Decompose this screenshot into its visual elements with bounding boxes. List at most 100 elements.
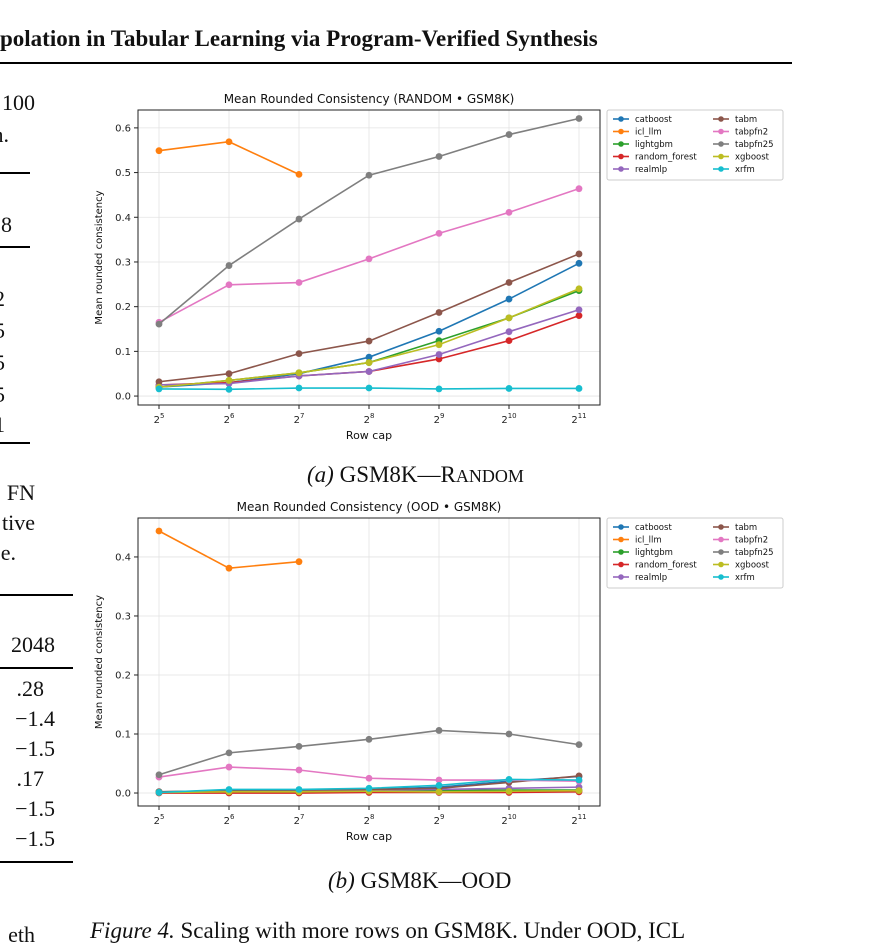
x-tick-label: 28 [364, 412, 375, 426]
legend-swatch-marker [618, 549, 624, 555]
y-tick-label: 0.4 [115, 552, 131, 563]
data-point-tabpfn25 [225, 749, 233, 757]
data-point-xrfm [225, 786, 233, 793]
legend-box [606, 517, 784, 589]
data-point-tabpfn25 [435, 727, 443, 734]
y-tick-label: 0.2 [115, 670, 131, 681]
data-point-catboost [365, 353, 373, 361]
left-fragment: .17 [16, 766, 45, 791]
legend-swatch-marker [718, 574, 724, 580]
legend-label-xrfm: xrfm [735, 165, 755, 175]
left-table-rule [0, 246, 30, 248]
y-tick-label: 0.3 [115, 257, 131, 268]
data-point-xrfm [435, 385, 443, 393]
caption-b-prefix: (b) [328, 868, 355, 893]
data-point-xgboost [435, 788, 443, 796]
data-point-tabpfn2 [295, 766, 303, 774]
data-point-tabpfn2 [365, 255, 373, 263]
data-point-tabpfn2 [225, 763, 233, 771]
data-point-xrfm [155, 385, 163, 393]
data-point-tabpfn25 [365, 171, 373, 179]
x-tick-label: 210 [501, 412, 516, 426]
data-point-tabpfn2 [505, 208, 513, 216]
x-tick-label: 29 [434, 813, 445, 827]
left-table-rule [0, 172, 30, 174]
y-axis-label: Mean rounded consistency [94, 190, 105, 324]
figure-caption: Figure 4. Scaling with more rows on GSM8… [90, 918, 685, 944]
left-fragment: 2048 [11, 632, 55, 657]
legend-label-icl_llm: icl_llm [635, 536, 662, 546]
caption-b: (b) GSM8K—OOD [328, 868, 511, 894]
y-tick-label: 0.1 [115, 347, 131, 358]
legend-swatch-marker [718, 128, 724, 135]
left-fragment: 5 [0, 318, 5, 344]
data-point-xgboost [435, 341, 443, 349]
data-point-xrfm [365, 384, 373, 392]
data-point-xgboost [505, 314, 513, 322]
left-fragment: .28 [16, 676, 45, 701]
legend-label-xgboost: xgboost [735, 153, 770, 163]
data-point-tabpfn25 [505, 131, 513, 138]
left-fragment: e. [0, 540, 16, 565]
data-point-icl_llm [225, 564, 233, 572]
y-tick-label: 0.1 [115, 730, 131, 741]
data-point-xrfm [295, 384, 303, 392]
data-point-xrfm [295, 786, 303, 793]
x-tick-label: 29 [434, 412, 445, 426]
data-point-icl_llm [295, 558, 303, 566]
data-point-tabpfn25 [295, 215, 303, 223]
y-tick-label: 0.0 [115, 392, 131, 403]
left-fragment: eth [8, 922, 35, 947]
data-point-tabm [365, 337, 373, 345]
left-table-rule [0, 594, 73, 596]
data-point-tabpfn2 [435, 229, 443, 237]
legend-swatch-marker [618, 166, 624, 172]
data-point-random_forest [505, 337, 513, 345]
y-tick-label: 0.5 [115, 168, 131, 179]
data-point-realmlp [575, 306, 583, 314]
legend-label-icl_llm: icl_llm [635, 128, 662, 138]
legend-swatch-marker [718, 549, 724, 555]
data-point-tabpfn2 [575, 185, 583, 193]
data-point-tabpfn25 [155, 320, 163, 328]
legend-swatch-marker [618, 524, 624, 530]
data-point-catboost [435, 327, 443, 335]
x-tick-label: 26 [224, 813, 235, 827]
data-point-tabpfn25 [365, 735, 373, 743]
left-fragment: 1 [0, 412, 5, 438]
data-point-tabpfn25 [155, 771, 163, 779]
x-tick-label: 210 [501, 813, 516, 827]
legend-label-realmlp: realmlp [635, 573, 667, 583]
data-point-random_forest [575, 312, 583, 320]
y-axis-label: Mean rounded consistency [94, 595, 105, 729]
left-fragment: −1.5 [15, 736, 55, 761]
left-table-rule [0, 442, 30, 444]
y-tick-label: 0.4 [115, 213, 131, 224]
left-fragment: 5 [0, 382, 5, 408]
left-table-rule [0, 667, 73, 669]
x-tick-label: 25 [154, 813, 165, 827]
legend-label-tabm: tabm [735, 523, 757, 533]
caption-a-main: GSM8K—R [339, 462, 456, 487]
legend-swatch-marker [618, 561, 624, 568]
data-point-xrfm [505, 776, 513, 783]
y-tick-label: 0.3 [115, 611, 131, 622]
data-point-xrfm [575, 776, 583, 784]
data-point-xgboost [505, 787, 513, 795]
chart-title: Mean Rounded Consistency (OOD • GSM8K) [237, 500, 502, 514]
legend-swatch-marker [718, 166, 724, 172]
x-tick-label: 211 [571, 813, 586, 827]
data-point-tabm [505, 279, 513, 286]
legend-label-tabpfn25: tabpfn25 [735, 140, 774, 150]
x-tick-label: 211 [571, 412, 586, 426]
legend-label-random_forest: random_forest [635, 561, 697, 571]
chart-title: Mean Rounded Consistency (RANDOM • GSM8K… [224, 92, 515, 106]
left-fragment: −1.4 [15, 706, 55, 731]
legend-swatch-marker [718, 116, 724, 122]
legend-label-tabm: tabm [735, 115, 757, 125]
left-fragment: tive [2, 510, 35, 535]
data-point-tabpfn25 [295, 742, 303, 750]
data-point-tabm [435, 309, 443, 316]
data-point-tabpfn25 [575, 115, 583, 122]
data-point-catboost [505, 295, 513, 303]
